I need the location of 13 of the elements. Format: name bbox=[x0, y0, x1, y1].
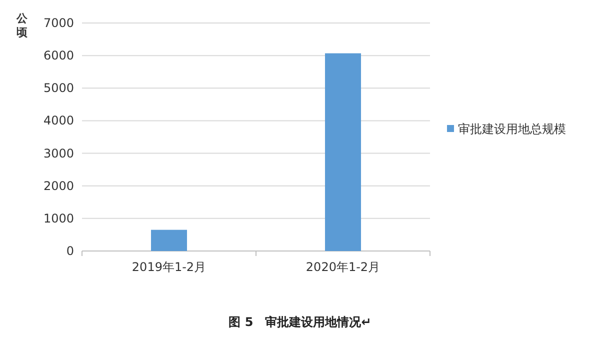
caption: 图 5 审批建设用地情况↵ bbox=[228, 315, 372, 329]
y-axis-title: 公顷 bbox=[16, 12, 28, 39]
legend-label: 审批建设用地总规模 bbox=[458, 122, 566, 136]
x-tick-label: 2020年1-2月 bbox=[306, 260, 380, 274]
y-tick-label: 7000 bbox=[43, 16, 74, 30]
y-tick-label: 1000 bbox=[43, 211, 74, 226]
y-tick-label: 0 bbox=[66, 244, 74, 258]
y-tick-label: 5000 bbox=[43, 81, 74, 96]
y-tick-label: 2000 bbox=[43, 178, 74, 193]
x-tick-label: 2019年1-2月 bbox=[132, 260, 206, 274]
y-tick-label: 6000 bbox=[43, 48, 74, 63]
y-tick-label: 4000 bbox=[43, 114, 74, 128]
y-tick-label: 3000 bbox=[43, 146, 74, 160]
